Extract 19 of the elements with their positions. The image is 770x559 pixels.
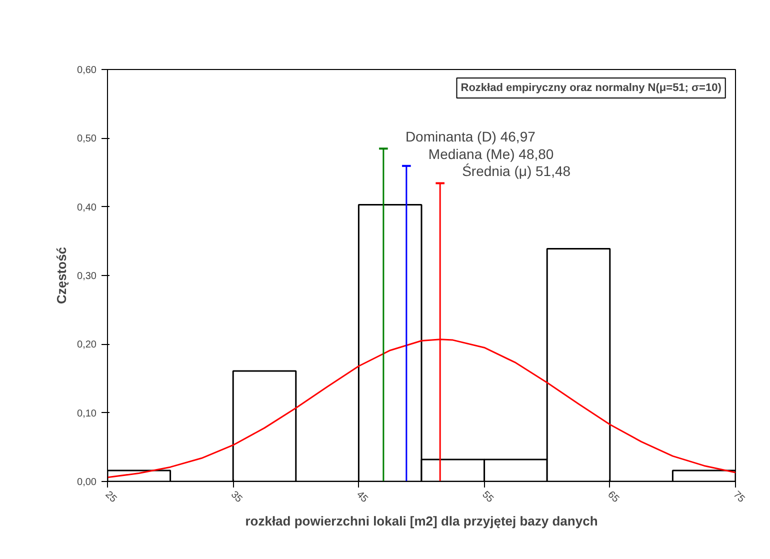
ref-line-label: Mediana (Me) 48,80 [428, 146, 554, 162]
y-tick-label: 0,50 [77, 134, 97, 145]
y-tick-label: 0,30 [77, 271, 97, 282]
ref-line-label: Dominanta (D) 46,97 [405, 128, 536, 145]
x-tick-label: 65 [605, 489, 622, 506]
x-tick-label: 75 [730, 489, 747, 506]
x-tick-label: 35 [228, 489, 244, 506]
x-axis-title: rozkład powierzchni lokali [m2] dla przyjętej bazy danych [245, 513, 598, 528]
x-tick-label: 55 [480, 489, 496, 506]
text: Rozkład empiryczny oraz normalny N(μ=51; σ=10) [460, 82, 722, 94]
x-tick-label: 25 [102, 489, 119, 506]
y-tick-label: 0,60 [77, 65, 97, 76]
y-axis-title: Częstość [54, 246, 70, 304]
y-tick-label: 0,00 [77, 477, 97, 488]
y-tick-label: 0,40 [77, 202, 97, 214]
y-tick-label: 0,20 [77, 340, 97, 351]
ref-line-label: Średnia (μ) 51,48 [462, 163, 571, 180]
y-tick-label: 0,10 [77, 408, 97, 420]
x-tick-label: 45 [354, 489, 370, 506]
